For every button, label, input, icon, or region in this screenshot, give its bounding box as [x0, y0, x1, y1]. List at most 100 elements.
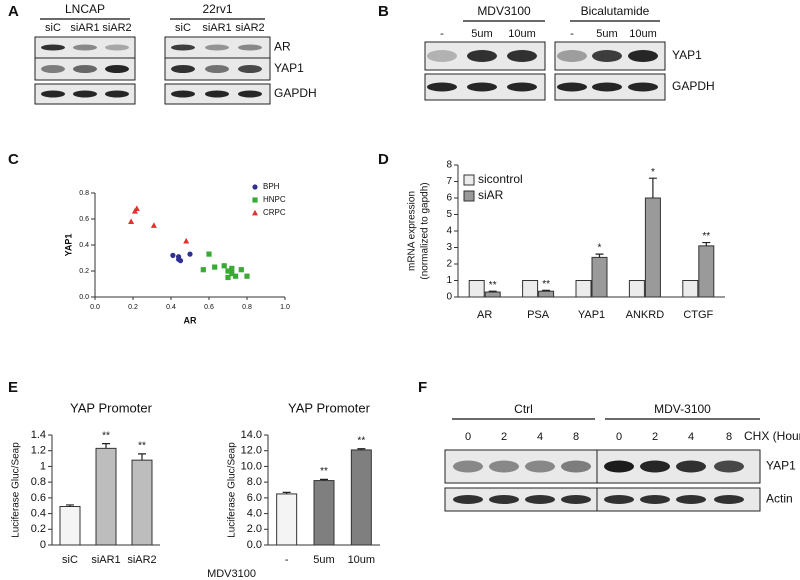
y-tick-label: 3	[446, 242, 452, 253]
blot-band	[105, 65, 129, 73]
significance: *	[598, 243, 602, 254]
significance: **	[102, 430, 110, 441]
significance: **	[320, 466, 328, 477]
blot-band	[427, 50, 457, 62]
blot-band	[238, 65, 262, 73]
error-bar	[488, 290, 497, 293]
x-tick-label: 1.0	[280, 304, 290, 311]
bar	[591, 256, 608, 298]
row-label: GAPDH	[274, 86, 317, 100]
lane-label: 0	[465, 431, 471, 443]
chart-title: YAP Promoter	[288, 400, 371, 415]
blot-band	[557, 82, 587, 92]
blot-band	[73, 65, 97, 73]
bar	[538, 290, 555, 298]
x-axis-label: AR	[184, 315, 197, 325]
lane-label: 5um	[471, 28, 492, 40]
blot-band	[604, 495, 634, 504]
scatter-point	[150, 222, 157, 228]
blot-band	[467, 82, 497, 92]
x-tick-label: ANKRD	[626, 309, 665, 321]
legend-label: HNPC	[263, 195, 286, 204]
row-label: GAPDH	[672, 79, 715, 93]
significance: **	[138, 440, 146, 451]
panel-letter: D	[378, 151, 389, 168]
lane-label: 4	[537, 431, 543, 443]
lane-label: 8	[573, 431, 579, 443]
lane-label: 4	[688, 431, 694, 443]
blot-band	[427, 82, 457, 92]
y-tick-label: 4	[446, 226, 452, 237]
significance: *	[651, 167, 655, 178]
scatter-point	[229, 265, 235, 271]
blot-band	[105, 90, 129, 98]
panel-letter: C	[8, 151, 19, 168]
y-tick-label: 7	[446, 176, 452, 187]
scatter-point	[170, 252, 176, 258]
lane-label: siC	[45, 22, 61, 34]
x-tick-label: 0.4	[166, 304, 176, 311]
y-tick-label: 2	[446, 259, 452, 270]
error-bar	[542, 289, 551, 292]
bar	[484, 291, 501, 298]
blot-band	[507, 82, 537, 92]
x-tick-label: siAR2	[127, 554, 156, 566]
blot-band	[41, 44, 65, 51]
lane-label: siAR2	[102, 22, 131, 34]
blot-band	[561, 495, 591, 504]
y-tick-label: 0.0	[247, 539, 262, 551]
x-tick-label: 10um	[348, 554, 376, 566]
y-axis-label: YAP1	[63, 234, 73, 257]
error-bar	[138, 453, 146, 461]
y-tick-label: 0	[446, 292, 452, 303]
bar	[682, 280, 699, 298]
scatter-point	[244, 273, 250, 279]
y-tick-label: 0.8	[31, 476, 46, 488]
x-tick-label: 0.8	[242, 304, 252, 311]
y-tick-label: 0.4	[31, 507, 46, 519]
y-tick-label: 0.6	[79, 216, 89, 223]
y-tick-label: 6	[446, 193, 452, 204]
blot-band	[525, 460, 555, 473]
blot-band	[73, 44, 97, 51]
error-bar	[282, 491, 291, 494]
row-label: YAP1	[672, 48, 702, 62]
panel-letter: B	[378, 3, 389, 20]
blot-band	[592, 50, 622, 62]
blot-band	[525, 495, 555, 504]
group-label: LNCAP	[65, 2, 105, 16]
x-tick-label: YAP1	[578, 309, 605, 321]
legend-swatch	[463, 174, 475, 186]
bar	[313, 480, 335, 546]
bar	[522, 280, 539, 298]
x-tick-label: siC	[62, 554, 78, 566]
x-axis-label: MDV3100	[207, 568, 256, 580]
scatter-point	[187, 251, 193, 257]
blot-band	[238, 90, 262, 98]
panel-letter: E	[8, 379, 18, 396]
row-label: AR	[274, 40, 291, 54]
scatter-point	[225, 268, 231, 274]
blot-band	[171, 90, 195, 98]
scatter-point	[233, 273, 239, 279]
error-bar	[702, 241, 711, 246]
blot-band	[640, 460, 670, 473]
blot-band	[73, 90, 97, 98]
y-tick-label: 4.0	[247, 507, 262, 519]
x-tick-label: 0.2	[128, 304, 138, 311]
bar	[575, 280, 592, 298]
significance: **	[702, 231, 710, 242]
lane-label: 10um	[508, 28, 536, 40]
blot-band	[453, 495, 483, 504]
y-tick-label: 0.4	[79, 242, 89, 249]
y-tick-label: 6.0	[247, 492, 262, 504]
blot-band	[41, 90, 65, 98]
scatter-point	[238, 267, 244, 273]
lane-label: siAR1	[202, 22, 231, 34]
bar	[95, 447, 117, 546]
y-tick-label: 8	[446, 160, 452, 171]
blot-band	[714, 495, 744, 504]
blot-band	[489, 460, 519, 473]
blot-band	[453, 460, 483, 473]
